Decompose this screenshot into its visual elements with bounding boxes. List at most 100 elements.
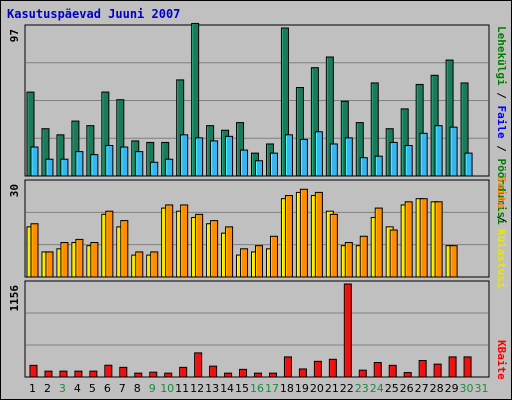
bar-faile bbox=[60, 158, 69, 177]
x-tick-label: 8 bbox=[134, 382, 141, 395]
x-tick-label: 22 bbox=[340, 382, 354, 395]
bar-saite bbox=[269, 235, 278, 278]
bar-kbaite bbox=[448, 356, 457, 378]
bar-saite bbox=[225, 226, 234, 278]
bar-saite bbox=[120, 220, 129, 278]
legend-entry: / bbox=[495, 86, 508, 106]
legend-entry: Lehekülgi bbox=[495, 26, 508, 86]
bar-kbaite bbox=[89, 370, 98, 378]
bar-faile bbox=[240, 149, 249, 177]
bar-faile bbox=[419, 132, 428, 177]
legend: Lehekülgi / Faile / Pöördumisi bbox=[495, 26, 508, 225]
legend-entry: Faile bbox=[495, 105, 508, 138]
x-tick-label: 4 bbox=[74, 382, 81, 395]
x-tick-label: 18 bbox=[280, 382, 294, 395]
bar-faile bbox=[180, 134, 189, 177]
bar-kbaite bbox=[224, 372, 233, 378]
y-max-label: 97 bbox=[8, 29, 21, 42]
bar-saite bbox=[135, 251, 144, 278]
bar-faile bbox=[225, 135, 234, 177]
legend: Saite / Külastusi bbox=[495, 176, 508, 289]
bar-kbaite bbox=[179, 366, 188, 378]
bar-kbaite bbox=[149, 371, 158, 378]
x-tick-label: 1 bbox=[29, 382, 36, 395]
bar-saite bbox=[165, 204, 174, 278]
bar-saite bbox=[150, 251, 159, 278]
legend-entry: / bbox=[495, 139, 508, 159]
bar-kbaite bbox=[418, 360, 427, 378]
x-tick-label: 23 bbox=[355, 382, 369, 395]
bar-kbaite bbox=[254, 372, 263, 378]
bar-faile bbox=[105, 144, 114, 177]
legend-entry: Pöördumisi bbox=[495, 158, 508, 225]
bar-kbaite bbox=[119, 366, 128, 378]
bar-faile bbox=[284, 134, 293, 177]
bar-faile bbox=[344, 137, 353, 177]
x-tick-label: 5 bbox=[89, 382, 96, 395]
bar-saite bbox=[314, 191, 323, 278]
bar-faile bbox=[75, 151, 84, 177]
bar-saite bbox=[90, 242, 99, 278]
bar-kbaite bbox=[209, 365, 218, 378]
bar-saite bbox=[255, 245, 264, 278]
bar-kbaite bbox=[268, 372, 277, 378]
bar-kbaite bbox=[328, 358, 337, 378]
bar-faile bbox=[389, 141, 398, 177]
bar-kbaite bbox=[283, 356, 292, 378]
x-tick-label: 26 bbox=[400, 382, 414, 395]
x-tick-label: 21 bbox=[325, 382, 339, 395]
bar-saite bbox=[449, 245, 458, 278]
bar-kbaite bbox=[343, 283, 352, 378]
bar-kbaite bbox=[59, 370, 68, 378]
x-tick-label: 14 bbox=[220, 382, 234, 395]
y-max-label: 1156 bbox=[8, 285, 21, 312]
chart-title: Kasutuspäevad Juuni 2007 bbox=[7, 7, 181, 21]
bar-kbaite bbox=[104, 364, 113, 378]
bar-kbaite bbox=[134, 372, 143, 378]
legend-entry: Saite bbox=[495, 176, 508, 209]
bar-saite bbox=[404, 201, 413, 278]
bar-saite bbox=[284, 195, 293, 278]
bar-saite bbox=[195, 213, 204, 278]
x-tick-label: 9 bbox=[149, 382, 156, 395]
bar-faile bbox=[464, 152, 473, 177]
bar-kbaite bbox=[313, 360, 322, 378]
bar-kbaite bbox=[403, 372, 412, 378]
x-tick-label: 17 bbox=[265, 382, 279, 395]
bar-faile bbox=[150, 161, 159, 177]
x-tick-label: 29 bbox=[445, 382, 459, 395]
bar-saite bbox=[344, 242, 353, 278]
bar-faile bbox=[195, 137, 204, 177]
bar-kbaite bbox=[358, 369, 367, 378]
bar-faile bbox=[30, 146, 39, 177]
bar-faile bbox=[135, 151, 144, 177]
bar-saite bbox=[389, 229, 398, 278]
bar-saite bbox=[30, 223, 39, 278]
x-tick-label: 31 bbox=[475, 382, 489, 395]
bar-faile bbox=[299, 138, 308, 177]
bar-saite bbox=[419, 198, 428, 278]
x-tick-label: 16 bbox=[250, 382, 264, 395]
x-tick-label: 28 bbox=[430, 382, 444, 395]
bar-faile bbox=[165, 158, 174, 177]
bar-faile bbox=[210, 140, 219, 177]
bar-kbaite bbox=[44, 370, 53, 378]
bar-faile bbox=[449, 126, 458, 177]
bar-faile bbox=[269, 152, 278, 177]
bar-saite bbox=[75, 238, 84, 278]
legend-entry: Külastusi bbox=[495, 229, 508, 289]
x-tick-label: 24 bbox=[370, 382, 384, 395]
bar-saite bbox=[434, 201, 443, 278]
bar-pöördumisi bbox=[56, 134, 65, 177]
bar-faile bbox=[45, 158, 54, 177]
bar-kbaite bbox=[29, 364, 38, 378]
bar-saite bbox=[180, 204, 189, 278]
bar-saite bbox=[210, 220, 219, 278]
bar-kbaite bbox=[194, 352, 203, 378]
bar-faile bbox=[255, 160, 264, 177]
bar-faile bbox=[314, 131, 323, 177]
bar-kbaite bbox=[239, 368, 248, 378]
plot-area bbox=[24, 280, 490, 378]
legend-entry: / bbox=[495, 209, 508, 229]
